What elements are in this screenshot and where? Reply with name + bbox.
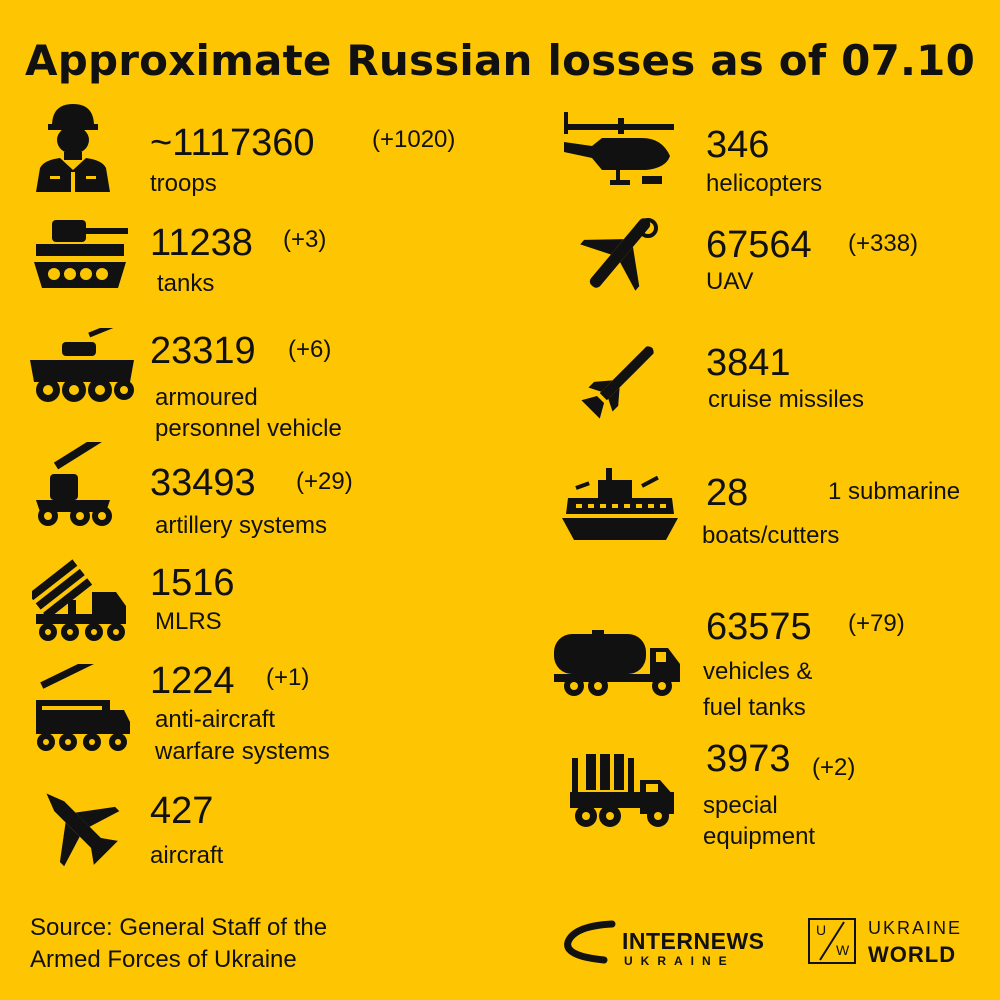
source-line-2: Armed Forces of Ukraine [30,946,297,973]
fuel-truck-icon [552,630,684,698]
ukraine-world-bottom: WORLD [868,942,957,967]
helicopters-value: 346 [706,124,770,166]
special-label-1: special [703,792,778,819]
soldier-icon [30,100,116,192]
boat-icon [562,464,678,542]
uav-icon [574,210,666,296]
vehicles-delta: (+79) [848,610,905,637]
missiles-value: 3841 [706,342,791,384]
special-value: 3973 [706,738,791,780]
aircraft-value: 427 [150,790,214,832]
vehicles-label-2: fuel tanks [703,694,806,721]
anti-aircraft-value: 1224 [150,660,235,702]
troops-label: troops [150,170,217,197]
uav-label: UAV [706,268,754,295]
mlrs-label: MLRS [155,608,222,635]
aircraft-label: aircraft [150,842,224,869]
uw-mark-u: U [816,922,827,938]
anti-aircraft-icon [32,664,132,754]
apc-icon [28,328,136,406]
special-truck-icon [568,752,678,832]
boats-value: 28 [706,472,749,514]
uw-mark-w: W [836,942,850,958]
uav-value: 67564 [706,224,812,266]
submarine-note: 1 submarine [828,478,961,505]
internews-logo-icon [560,920,616,966]
ukraine-world-mark: U W [808,918,856,964]
apc-label-1: armoured [155,384,258,411]
artillery-delta: (+29) [296,468,353,495]
apc-value: 23319 [150,330,256,372]
vehicles-value: 63575 [706,606,812,648]
ukraine-world-top: UKRAINE [868,918,963,938]
page-title: Approximate Russian losses as of 07.10 [25,36,975,85]
tanks-label: tanks [157,270,215,297]
apc-label-2: personnel vehicle [155,415,342,442]
aircraft-icon [34,780,124,872]
internews-subtitle: UKRAINE [624,954,735,968]
internews-wordmark: INTERNEWS [622,928,765,954]
artillery-icon [30,442,120,528]
uav-delta: (+338) [848,230,919,257]
anti-aircraft-delta: (+1) [266,664,310,691]
troops-value: ~1117360 [150,122,315,164]
tank-icon [30,212,130,294]
apc-delta: (+6) [288,336,332,363]
special-delta: (+2) [812,754,856,781]
special-label-2: equipment [703,823,816,850]
source-line-1: Source: General Staff of the [30,914,328,941]
anti-aircraft-label-1: anti-aircraft [155,706,276,733]
helicopter-icon [562,112,680,192]
vehicles-label-1: vehicles & [703,658,813,685]
artillery-label: artillery systems [155,512,328,539]
tanks-delta: (+3) [283,226,327,253]
mlrs-value: 1516 [150,562,235,604]
tanks-value: 11238 [150,222,253,264]
missiles-label: cruise missiles [708,386,865,413]
source-note: Source: General Staff of the Armed Force… [30,912,327,976]
helicopters-label: helicopters [706,170,823,197]
boats-label: boats/cutters [702,522,840,549]
mlrs-icon [32,548,130,644]
missile-icon [578,336,664,422]
artillery-value: 33493 [150,462,256,504]
anti-aircraft-label-2: warfare systems [155,738,330,765]
troops-delta: (+1020) [372,126,456,153]
